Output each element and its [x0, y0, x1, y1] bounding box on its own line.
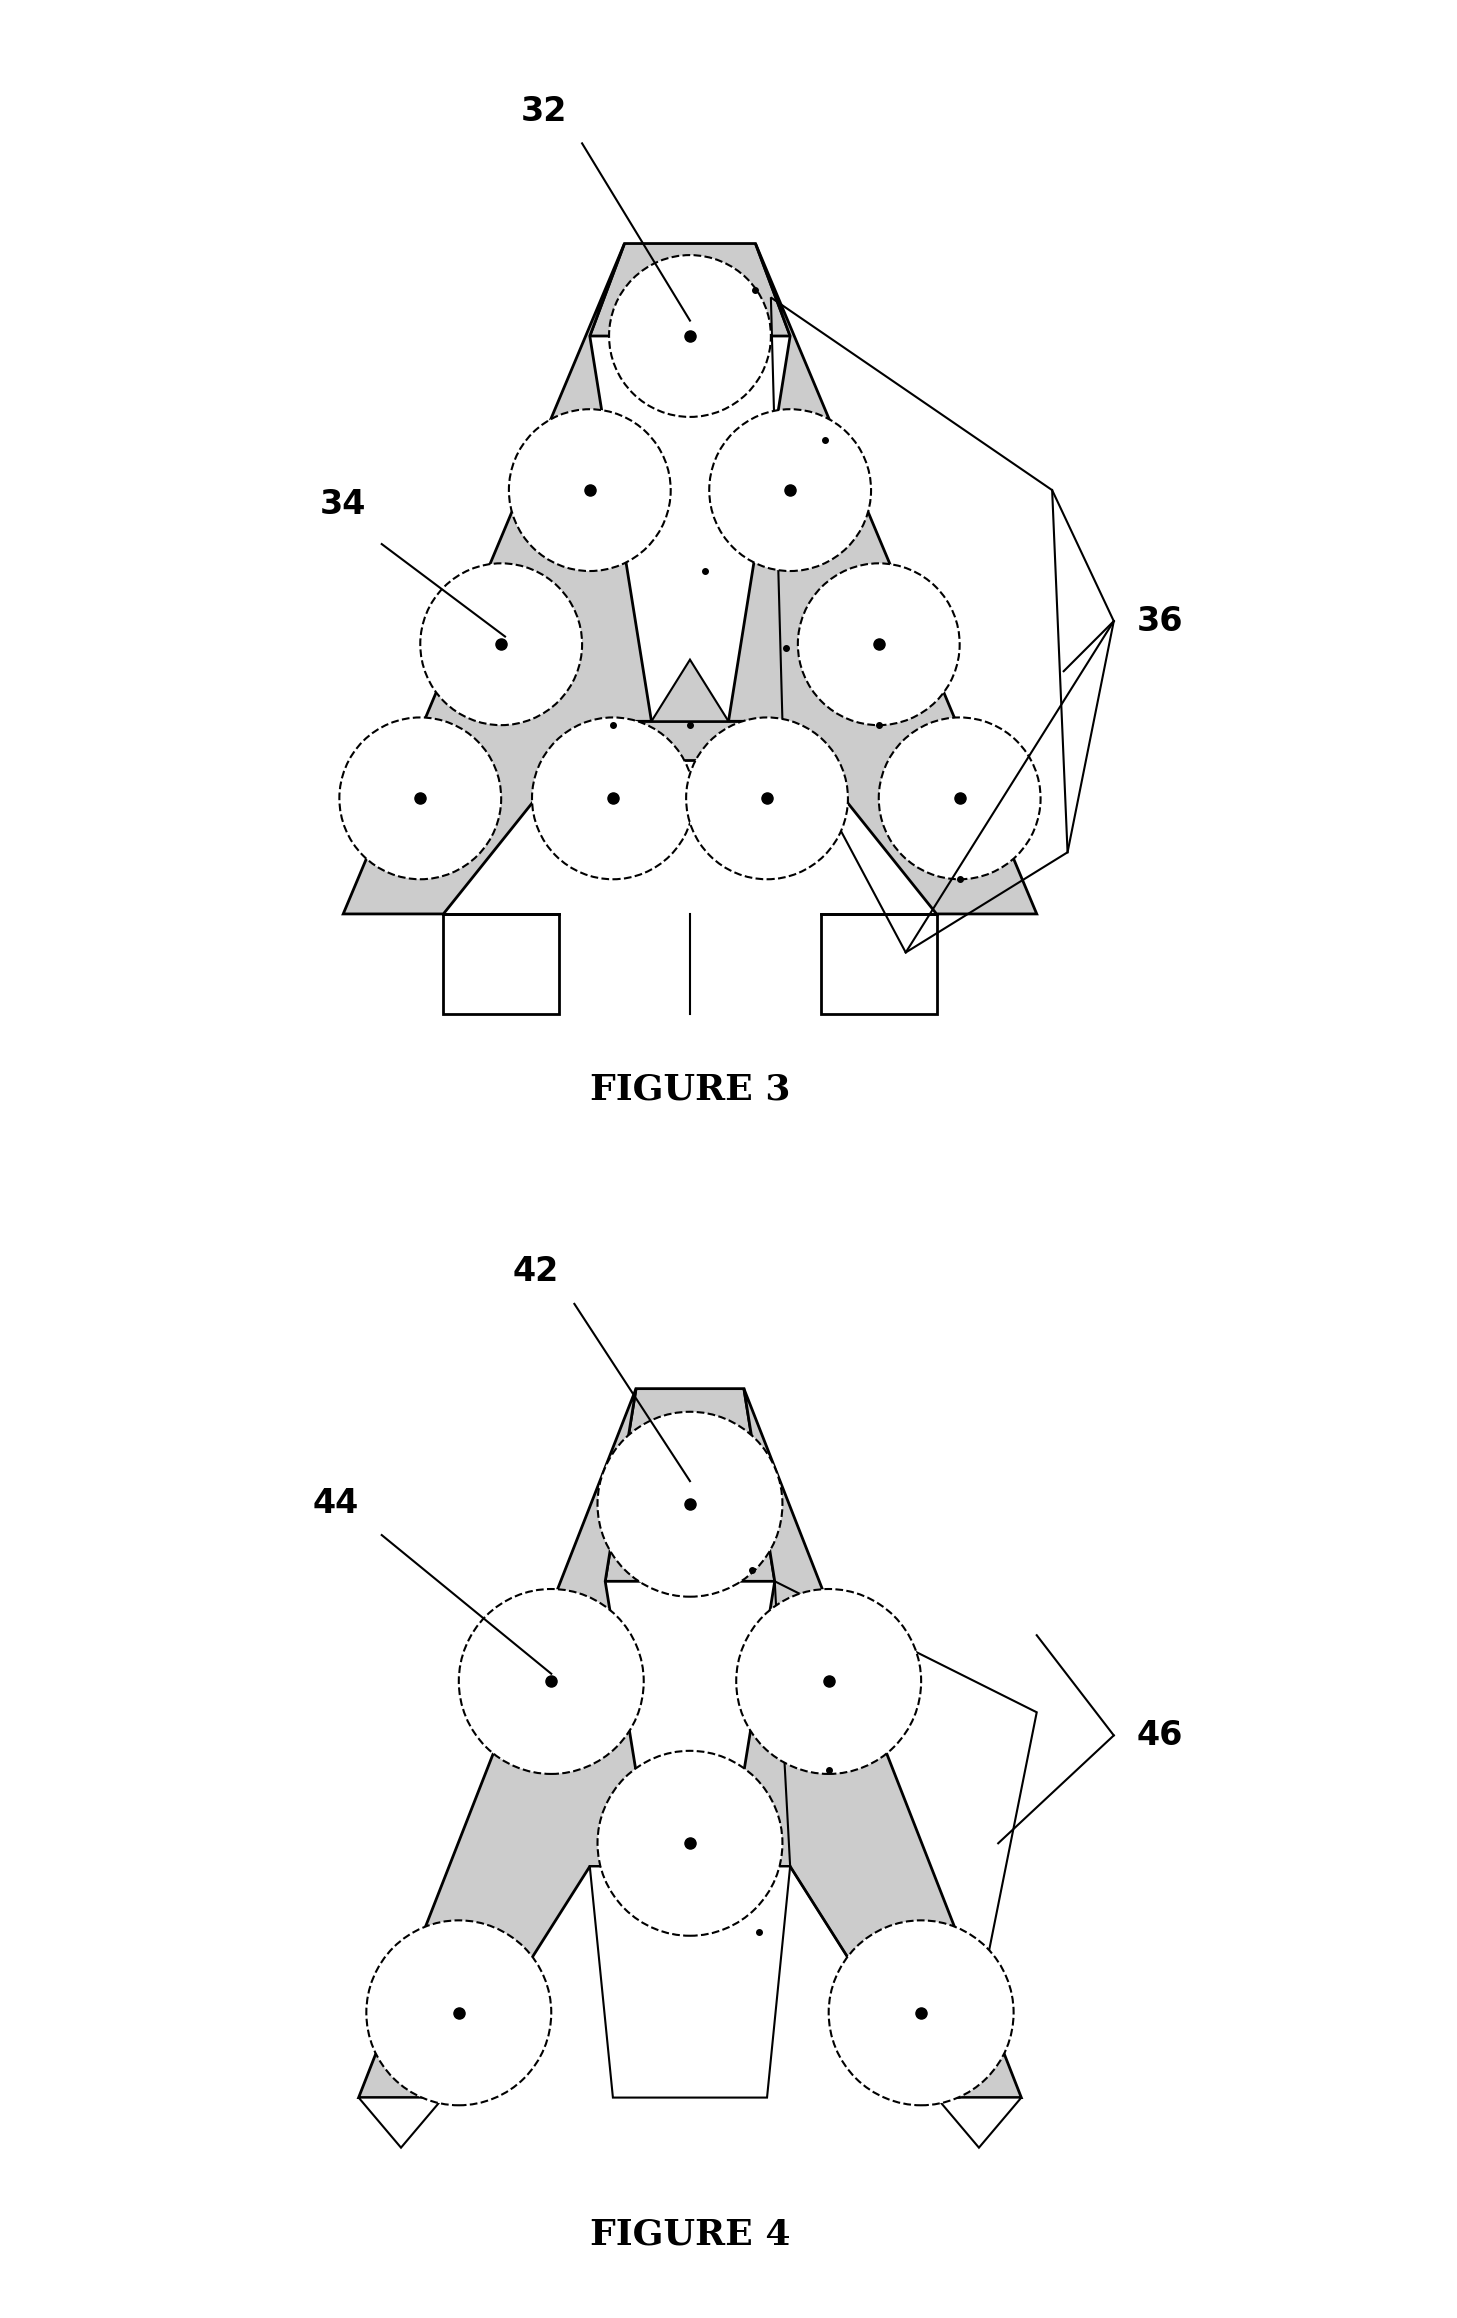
Text: 34: 34 [321, 489, 366, 522]
Circle shape [829, 1919, 1014, 2105]
Text: FIGURE 4: FIGURE 4 [590, 2218, 790, 2251]
Polygon shape [358, 2098, 443, 2149]
Polygon shape [605, 1388, 775, 1581]
Circle shape [459, 1590, 644, 1773]
Circle shape [597, 1412, 782, 1597]
Polygon shape [443, 913, 559, 1013]
Circle shape [597, 1750, 782, 1936]
Polygon shape [344, 243, 651, 913]
Polygon shape [937, 2098, 1021, 2149]
Circle shape [686, 719, 848, 879]
Polygon shape [820, 913, 937, 1013]
Circle shape [420, 563, 583, 726]
Polygon shape [728, 1388, 1021, 2098]
Text: 32: 32 [520, 95, 567, 127]
Circle shape [339, 719, 501, 879]
Circle shape [508, 410, 670, 570]
Polygon shape [590, 243, 790, 336]
Polygon shape [358, 1388, 651, 2098]
Text: 46: 46 [1136, 1720, 1183, 1752]
Circle shape [609, 255, 771, 417]
Polygon shape [651, 1789, 728, 1866]
Text: 42: 42 [513, 1256, 559, 1289]
Circle shape [532, 719, 694, 879]
Circle shape [879, 719, 1040, 879]
Circle shape [366, 1919, 551, 2105]
Text: FIGURE 3: FIGURE 3 [590, 1073, 790, 1106]
Text: 36: 36 [1136, 605, 1183, 637]
Polygon shape [597, 721, 782, 760]
Circle shape [798, 563, 960, 726]
Polygon shape [651, 661, 728, 721]
Text: 44: 44 [312, 1486, 358, 1521]
Circle shape [736, 1590, 921, 1773]
Circle shape [710, 410, 871, 570]
Polygon shape [728, 243, 1037, 913]
Polygon shape [590, 1866, 790, 2098]
